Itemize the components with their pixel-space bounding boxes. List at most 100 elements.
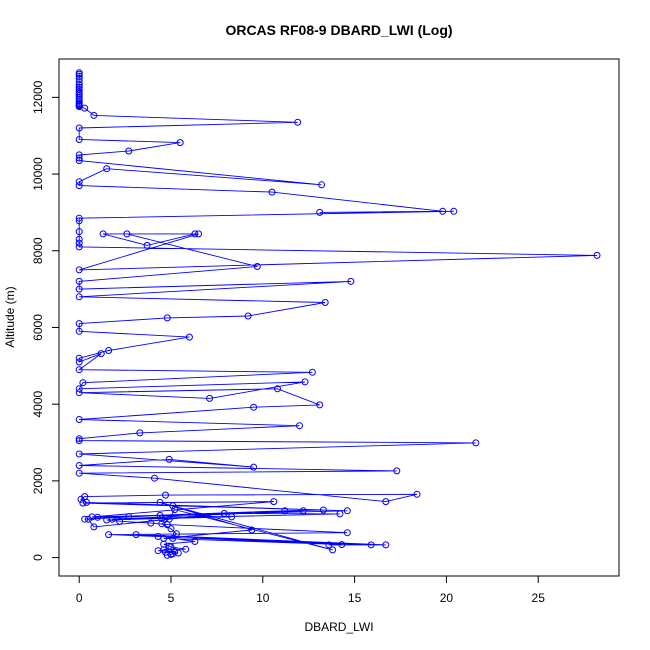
data-point: [343, 507, 351, 515]
x-tick-label: 5: [168, 591, 175, 605]
data-point: [147, 519, 155, 527]
y-tick-label: 6000: [31, 314, 45, 341]
data-point: [75, 277, 83, 285]
data-point: [132, 531, 140, 539]
data-point: [163, 314, 171, 322]
data-point: [75, 327, 83, 335]
data-point: [75, 97, 83, 105]
data-point: [165, 515, 173, 523]
chart-title: ORCAS RF08-9 DBARD_LWI (Log): [225, 22, 452, 38]
data-point: [250, 463, 258, 471]
data-point: [75, 78, 83, 86]
data-point: [156, 498, 164, 506]
x-tick-label: 20: [440, 591, 454, 605]
y-tick-label: 4000: [31, 391, 45, 418]
data-point: [75, 239, 83, 247]
x-tick-label: 10: [256, 591, 270, 605]
data-point: [167, 551, 175, 558]
data-point: [75, 228, 83, 236]
data-point: [319, 506, 327, 514]
data-point: [321, 299, 329, 306]
data-point: [75, 354, 83, 362]
data-point: [299, 507, 307, 515]
data-point: [105, 531, 113, 539]
data-point: [75, 182, 83, 190]
data-point: [316, 401, 324, 409]
data-point: [143, 241, 151, 249]
data-point: [163, 551, 171, 559]
data-point: [173, 530, 180, 538]
data-point: [125, 147, 133, 155]
data-point: [268, 188, 276, 196]
data-point: [316, 208, 324, 216]
data-point: [450, 207, 458, 215]
data-point: [154, 547, 162, 555]
plot-frame: [58, 58, 620, 577]
data-point: [81, 104, 89, 112]
data-point: [75, 178, 83, 186]
data-point: [116, 517, 124, 525]
data-point: [99, 230, 107, 238]
data-point: [105, 347, 113, 354]
data-point: [336, 510, 344, 518]
data-point: [167, 543, 175, 551]
data-point: [75, 389, 83, 397]
x-tick-label: 15: [348, 591, 362, 605]
data-point: [220, 510, 228, 517]
data-point: [244, 312, 252, 320]
data-point: [75, 416, 83, 423]
data-point: [103, 516, 111, 524]
data-point: [296, 422, 303, 430]
data-point: [248, 526, 256, 534]
data-point: [347, 277, 355, 285]
data-point: [75, 266, 83, 274]
data-point: [75, 437, 83, 445]
data-point: [75, 70, 83, 78]
data-point: [182, 545, 190, 553]
data-point: [169, 502, 177, 510]
data-point: [308, 368, 316, 376]
data-point: [270, 498, 278, 506]
data-point: [79, 379, 87, 387]
data-point: [165, 455, 173, 463]
data-point: [318, 181, 326, 189]
y-axis: 0 2000 4000 6000 8000 10000 12000: [31, 80, 60, 561]
data-point: [253, 263, 261, 270]
data-point: [338, 541, 346, 549]
data-point: [75, 124, 83, 132]
data-point: [162, 491, 169, 499]
data-point: [167, 525, 175, 533]
data-point: [81, 515, 89, 523]
data-point: [84, 515, 92, 523]
y-tick-label: 2000: [31, 467, 45, 494]
data-point: [75, 285, 83, 293]
data-point: [367, 541, 375, 549]
x-tick-label: 25: [532, 591, 546, 605]
data-point: [393, 467, 401, 475]
data-point: [75, 243, 83, 251]
data-point: [94, 513, 102, 521]
data-point: [281, 507, 289, 515]
data-point: [75, 450, 83, 458]
data-point: [75, 358, 83, 366]
data-point: [123, 230, 131, 238]
y-tick-label: 8000: [31, 237, 45, 264]
data-point: [382, 498, 390, 506]
data-point: [75, 217, 83, 225]
data-point: [343, 529, 351, 537]
data-point: [75, 320, 83, 328]
data-point: [136, 429, 144, 437]
data-point: [191, 538, 199, 545]
data-point: [382, 541, 390, 549]
data-point: [75, 293, 83, 301]
data-point: [75, 154, 83, 162]
data-point: [75, 385, 83, 393]
data-point: [191, 230, 199, 238]
data-point: [274, 385, 281, 393]
data-point: [195, 230, 202, 238]
data-point: [329, 546, 337, 554]
data-point: [75, 435, 83, 443]
data-point: [75, 469, 83, 477]
data-point: [158, 520, 166, 528]
data-point: [75, 136, 83, 143]
